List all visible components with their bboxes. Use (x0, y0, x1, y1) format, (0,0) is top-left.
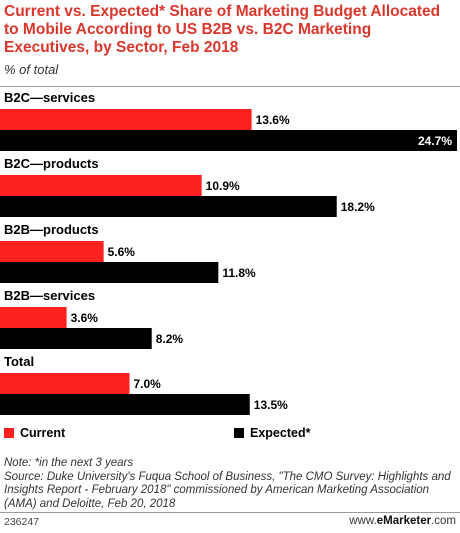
category-label-b2c-products: B2C—products (4, 156, 99, 171)
value-label-expected-b2b-products: 11.8% (222, 266, 256, 280)
chart-subtitle: % of total (4, 62, 59, 77)
bar-current-total (0, 373, 130, 394)
value-label-expected-b2b-services: 8.2% (156, 332, 184, 346)
chart-id: 236247 (4, 516, 40, 528)
bar-current-b2c-products (0, 175, 202, 196)
footnote: Note: *in the next 3 years Source: Duke … (4, 457, 456, 511)
brand-logo: www.eMarketer.com (349, 515, 456, 527)
legend-current: Current (4, 426, 65, 440)
category-label-b2c-services: B2C—services (4, 90, 95, 105)
value-label-current-b2b-services: 3.6% (71, 311, 99, 325)
bar-expected-b2b-services (0, 328, 152, 349)
brand-name: eMarketer (376, 515, 432, 527)
value-label-current-total: 7.0% (134, 377, 162, 391)
bar-expected-b2c-services (0, 130, 457, 151)
bar-current-b2b-products (0, 241, 104, 262)
bar-chart: B2C—services 13.6% 24.7% B2C—products 10.9% 1… (0, 90, 457, 415)
category-label-b2b-products: B2B—products (4, 222, 99, 237)
brand-prefix: www. (349, 515, 377, 527)
bar-current-b2c-services (0, 109, 252, 130)
value-label-expected-b2c-services: 24.7% (418, 134, 452, 148)
value-label-current-b2c-products: 10.9% (206, 179, 240, 193)
legend-expected-swatch (234, 428, 244, 438)
value-label-expected-total: 13.5% (254, 398, 288, 412)
legend-expected: Expected* (234, 426, 310, 440)
legend-expected-label: Expected* (250, 426, 311, 440)
value-label-current-b2b-products: 5.6% (108, 245, 136, 259)
bar-expected-b2b-products (0, 262, 219, 283)
note-text: Note: *in the next 3 years (4, 457, 134, 469)
category-label-total: Total (4, 354, 34, 369)
bar-current-b2b-services (0, 307, 67, 328)
bar-expected-total (0, 394, 250, 415)
legend-current-label: Current (20, 426, 66, 440)
chart-title: Current vs. Expected* Share of Marketing… (4, 3, 441, 56)
category-label-b2b-services: B2B—services (4, 288, 95, 303)
bottom-divider (0, 512, 460, 513)
legend-current-swatch (4, 428, 14, 438)
value-label-expected-b2c-products: 18.2% (341, 200, 375, 214)
brand-suffix: .com (431, 515, 456, 527)
bar-expected-b2c-products (0, 196, 337, 217)
value-label-current-b2c-services: 13.6% (256, 113, 290, 127)
source-text: Source: Duke University's Fuqua School o… (4, 470, 451, 510)
top-divider (0, 86, 460, 87)
